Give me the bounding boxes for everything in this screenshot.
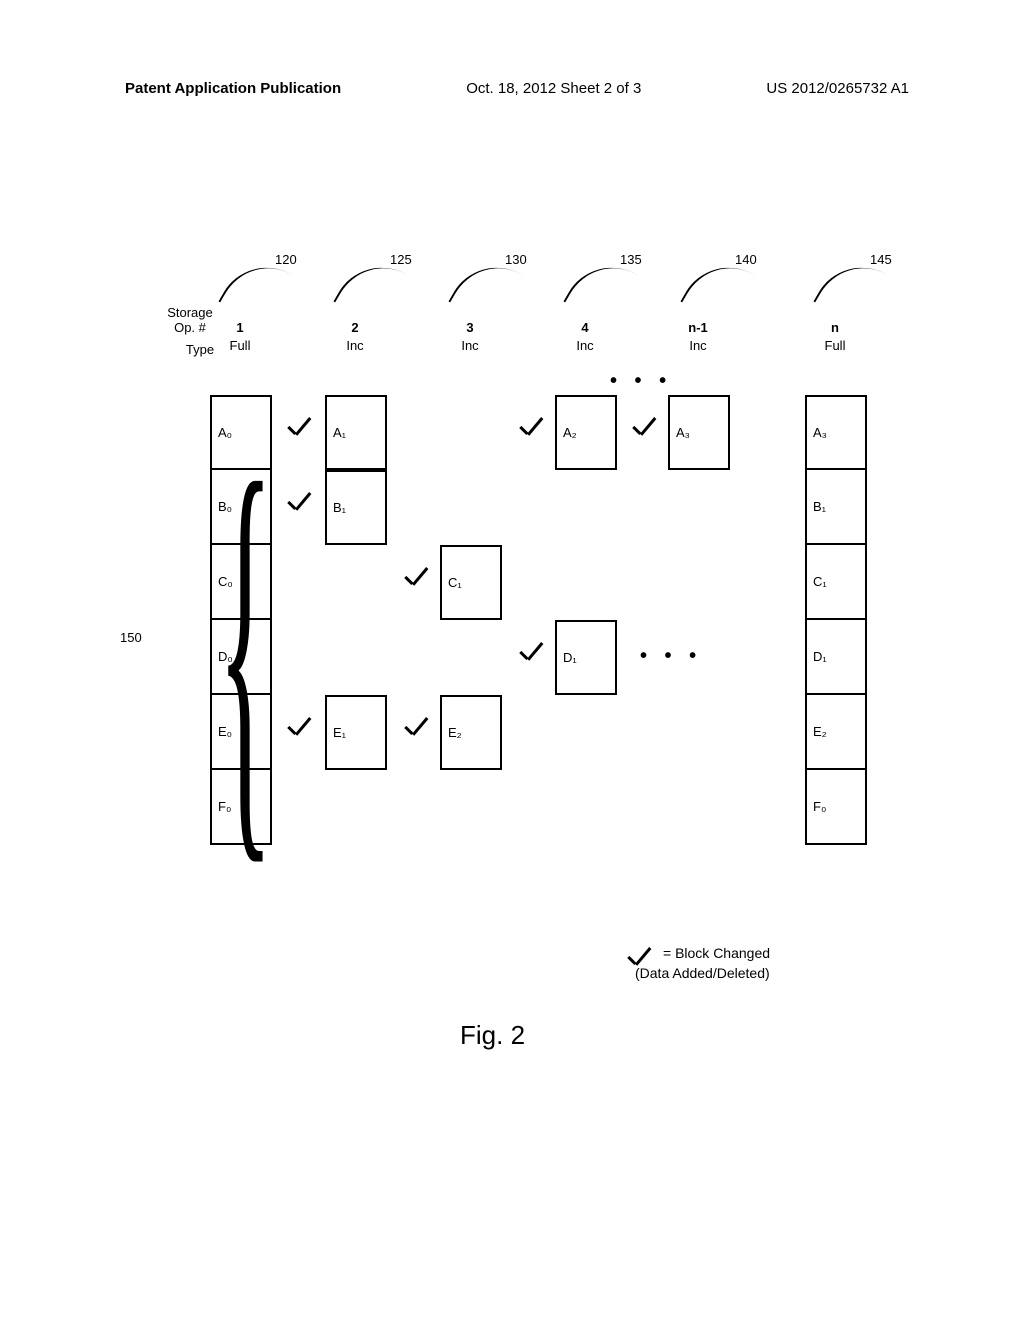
col-type-2: Inc	[325, 338, 385, 353]
ref-label-145: 145	[870, 252, 892, 267]
cell-4-D: D₁	[555, 620, 617, 695]
col-num-4: 4	[555, 320, 615, 335]
col-type-6: Full	[805, 338, 865, 353]
ref-label-125: 125	[390, 252, 412, 267]
cell-1-D: D₀	[210, 620, 272, 695]
cell-6-C: C₁	[805, 545, 867, 620]
cell-2-E: E₁	[325, 695, 387, 770]
col-type-3: Inc	[440, 338, 500, 353]
legend-line2: (Data Added/Deleted)	[635, 965, 770, 981]
col-num-1: 1	[210, 320, 270, 335]
col-type-5: Inc	[668, 338, 728, 353]
cell-2-B: B₁	[325, 470, 387, 545]
cell-1-C: C₀	[210, 545, 272, 620]
cell-1-E: E₀	[210, 695, 272, 770]
cell-5-A: A₃	[668, 395, 730, 470]
check-icon	[515, 415, 545, 445]
ref-label-150: 150	[120, 630, 142, 645]
ref-label-130: 130	[505, 252, 527, 267]
col-type-4: Inc	[555, 338, 615, 353]
ref-label-120: 120	[275, 252, 297, 267]
cell-6-E: E₂	[805, 695, 867, 770]
dots-mid: • • •	[640, 645, 702, 668]
header-left: Patent Application Publication	[125, 80, 341, 97]
cell-6-F: F₀	[805, 770, 867, 845]
header-mid: Oct. 18, 2012 Sheet 2 of 3	[466, 80, 641, 97]
cell-6-B: B₁	[805, 470, 867, 545]
col-num-6: n	[805, 320, 865, 335]
legend-line1: = Block Changed	[663, 945, 770, 961]
col-type-1: Full	[210, 338, 270, 353]
cell-4-A: A₂	[555, 395, 617, 470]
figure-label: Fig. 2	[460, 1020, 525, 1051]
cell-6-A: A₃	[805, 395, 867, 470]
col-num-5: n-1	[668, 320, 728, 335]
ref-label-140: 140	[735, 252, 757, 267]
check-icon	[400, 565, 430, 595]
col-num-2: 2	[325, 320, 385, 335]
check-icon	[283, 715, 313, 745]
col-num-3: 3	[440, 320, 500, 335]
check-icon	[628, 415, 658, 445]
header-right: US 2012/0265732 A1	[766, 80, 909, 97]
page-header: Patent Application Publication Oct. 18, …	[0, 80, 1024, 97]
cell-1-A: A₀	[210, 395, 272, 470]
ref-label-135: 135	[620, 252, 642, 267]
cell-1-B: B₀	[210, 470, 272, 545]
cell-6-D: D₁	[805, 620, 867, 695]
check-icon	[283, 415, 313, 445]
check-icon	[283, 490, 313, 520]
cell-3-E: E₂	[440, 695, 502, 770]
cell-3-C: C₁	[440, 545, 502, 620]
cell-1-F: F₀	[210, 770, 272, 845]
dots-top: • • •	[610, 370, 672, 393]
cell-2-A: A₁	[325, 395, 387, 470]
check-icon	[400, 715, 430, 745]
check-icon	[515, 640, 545, 670]
